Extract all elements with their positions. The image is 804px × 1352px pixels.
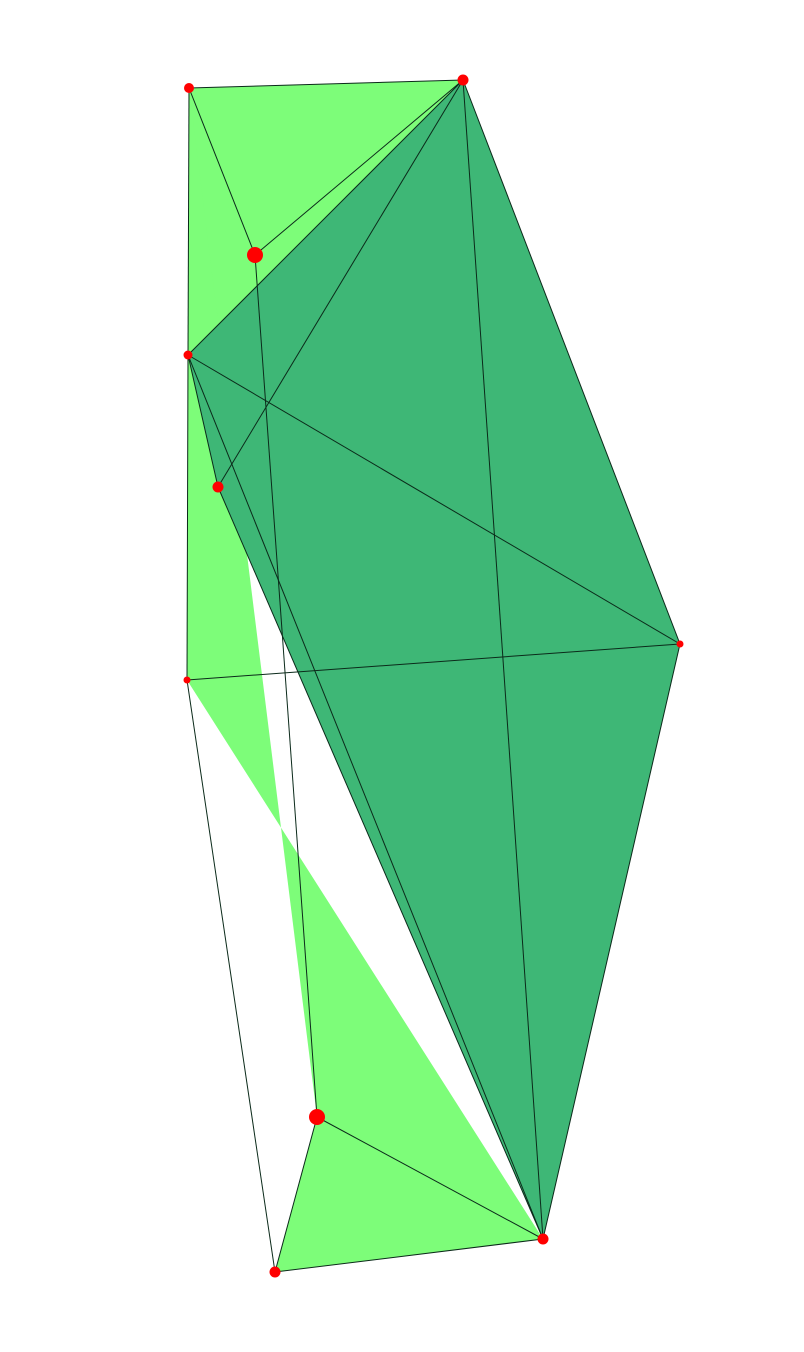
edge-v4-v7	[187, 354, 681, 645]
edge-v2-v10	[462, 79, 544, 1240]
edge-v7-v10	[542, 643, 681, 1240]
edge-v3-v9	[254, 254, 318, 1118]
vertex-v3	[247, 247, 263, 263]
edge-v1-v2	[188, 79, 464, 89]
edges-layer	[186, 79, 681, 1273]
edge-v6-v11	[186, 679, 276, 1273]
vertex-v4	[183, 350, 193, 360]
vertex-v11	[269, 1266, 281, 1278]
edge-v9-v11	[274, 1116, 318, 1273]
vertices-layer	[183, 74, 684, 1278]
edge-v4-v6	[186, 354, 189, 681]
edge-v6-v7	[186, 643, 681, 681]
edge-v2-v7	[462, 79, 681, 645]
face-f2	[187, 88, 543, 1272]
edge-v4-v5	[187, 354, 219, 488]
face-f3	[188, 80, 680, 1239]
edge-v1-v3	[188, 87, 256, 256]
edge-v2-v4	[187, 79, 464, 356]
vertex-v5	[212, 481, 224, 493]
edge-v11-v10	[274, 1238, 544, 1273]
edge-v3-v2	[254, 79, 464, 256]
vertex-v7	[676, 640, 684, 648]
vertex-v6	[183, 676, 191, 684]
edge-v4-v10	[187, 354, 544, 1240]
vertex-v2	[457, 74, 469, 86]
vertex-v9	[309, 1109, 325, 1125]
edge-v9-v10	[316, 1116, 544, 1240]
vertex-v1	[184, 83, 194, 93]
vertex-v10	[537, 1233, 549, 1245]
edge-v1-v4	[187, 87, 190, 356]
edge-v2-v5	[217, 79, 464, 488]
edge-v5-v10	[217, 486, 544, 1240]
